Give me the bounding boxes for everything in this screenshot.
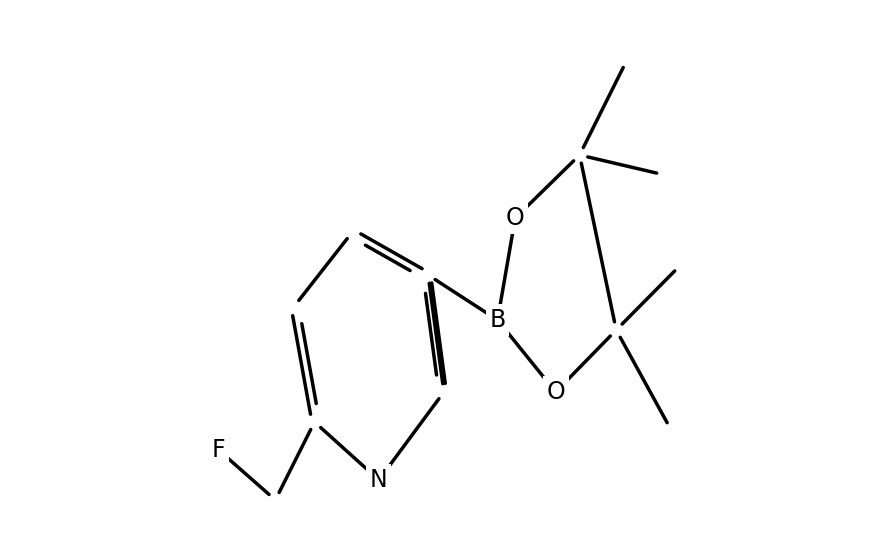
Text: O: O — [546, 380, 565, 404]
Text: N: N — [370, 468, 388, 492]
Text: B: B — [490, 308, 506, 332]
Text: O: O — [506, 206, 524, 230]
Text: F: F — [212, 438, 225, 462]
